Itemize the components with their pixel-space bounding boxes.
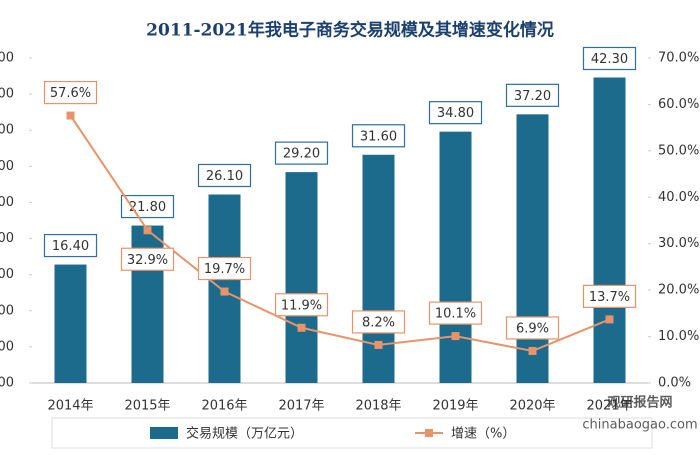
bar-value-label: 26.10 [206, 169, 243, 184]
line-value-label-box [428, 301, 483, 325]
legend-swatch [150, 427, 178, 439]
y-tick-label: 30.00 [0, 159, 14, 174]
point [605, 315, 614, 324]
y-tick-label: 25.00 [0, 195, 14, 210]
y-tick-label: 5.00 [0, 339, 14, 354]
bar-value-label: 34.80 [437, 106, 474, 121]
legend-swatch [425, 429, 433, 437]
y-tick-label: 15.00 [0, 267, 14, 282]
y-tick-label: 40.00 [0, 87, 14, 102]
point [451, 332, 460, 341]
y2-tick-label: 30.0% [658, 236, 699, 251]
bar-value-label: 31.60 [360, 129, 397, 144]
x-tick-label: 2020年 [509, 399, 555, 414]
bar-value-label: 21.80 [129, 200, 166, 215]
line-value-label: 19.7% [204, 262, 245, 277]
line-value-label: 11.9% [281, 298, 322, 313]
line-value-label-box [505, 316, 560, 340]
point [66, 111, 75, 120]
watermark: chinabaogao.com [582, 418, 697, 433]
x-tick-label: 2015年 [124, 399, 170, 414]
bar [439, 131, 472, 383]
legend-label: 交易规模（万亿元） [186, 426, 303, 442]
point [528, 346, 537, 355]
line-value-label: 13.7% [589, 290, 630, 305]
y-tick-label: 35.00 [0, 123, 14, 138]
point [374, 340, 383, 349]
chart-title: 2011-2021年我电子商务交易规模及其增速变化情况 [146, 20, 554, 41]
y2-tick-label: 70.0% [658, 51, 699, 66]
y-tick-label: 10.00 [0, 303, 14, 318]
y2-tick-label: 60.0% [658, 97, 699, 112]
x-tick-label: 2019年 [432, 399, 478, 414]
line-value-label-box [197, 256, 252, 281]
point [143, 226, 152, 235]
bar-value-label-box [351, 124, 406, 148]
line-value-label: 57.6% [50, 86, 91, 101]
watermark: 观研报告网 [607, 395, 672, 411]
bar-value-label-box [505, 83, 560, 107]
legend-label: 增速（%） [451, 427, 515, 442]
legend-box [51, 417, 653, 449]
bar-value-label-box [428, 101, 483, 125]
x-tick-label: 2017年 [278, 399, 324, 414]
line-value-label: 6.9% [516, 321, 549, 336]
line-value-label-box [120, 247, 175, 271]
bar-value-label-box [582, 46, 637, 71]
line-value-label-box [274, 293, 329, 317]
x-tick-label: 2018年 [355, 399, 401, 414]
y2-tick-label: 50.0% [658, 143, 699, 158]
y-tick-label: 45.00 [0, 51, 14, 66]
bar-value-label: 37.20 [514, 89, 551, 104]
line-value-label: 8.2% [362, 315, 395, 330]
line-value-label-box [351, 310, 406, 334]
line [69, 115, 610, 353]
line-value-label-box [43, 80, 98, 105]
x-tick-label: 2014年 [47, 399, 93, 414]
bar-value-label: 29.20 [283, 147, 320, 162]
x-tick-label: 2021年 [586, 399, 632, 414]
bar-value-label-box [43, 233, 98, 258]
bar [54, 264, 87, 383]
bar-value-label-box [197, 163, 252, 188]
bar-value-label-box [274, 141, 329, 165]
y2-tick-label: 20.0% [658, 283, 699, 298]
y2-tick-label: 40.0% [658, 190, 699, 205]
y2-tick-label: 0.0% [658, 376, 691, 391]
bar [516, 114, 549, 383]
x-tick-label: 2016年 [201, 399, 247, 414]
line-value-label-box [582, 284, 637, 308]
y-tick-label: 0.00 [0, 376, 14, 391]
bar [593, 77, 626, 383]
y-tick-label: 20.00 [0, 231, 14, 246]
bar [285, 172, 318, 383]
line-value-label: 10.1% [435, 307, 476, 322]
line-value-label: 32.9% [127, 253, 168, 268]
bar-value-label: 16.40 [52, 239, 89, 254]
bar-value-label: 42.30 [591, 52, 628, 67]
point [220, 287, 229, 296]
y2-tick-label: 10.0% [658, 329, 699, 344]
point [297, 323, 306, 332]
